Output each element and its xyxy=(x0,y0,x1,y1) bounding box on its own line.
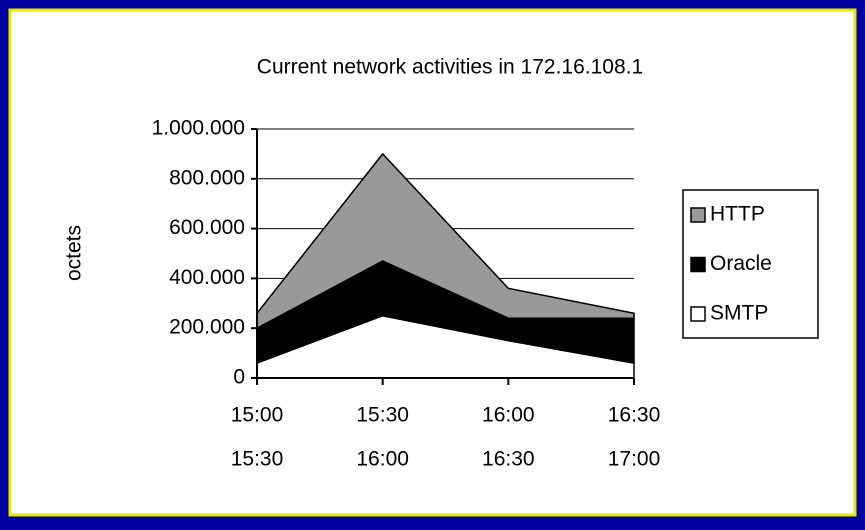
legend-swatch xyxy=(690,306,706,322)
y-tick-label: 1.000.000 xyxy=(152,117,245,140)
x-tick-label: 15:00 xyxy=(231,404,284,427)
chart-title: Current network activities in 172.16.108… xyxy=(257,56,643,79)
legend-swatch xyxy=(690,256,706,273)
area xyxy=(256,152,635,330)
x-tick-label: 15:30 xyxy=(356,404,409,427)
y-axis-label: octets xyxy=(63,225,86,281)
legend-label: HTTP xyxy=(710,203,765,226)
x-tick-label: 17:00 xyxy=(608,448,661,471)
y-tick-label: 800.000 xyxy=(169,166,245,189)
x-tick-label: 16:30 xyxy=(608,404,661,427)
legend-swatch xyxy=(690,207,706,223)
x-tick-label: 15:30 xyxy=(231,448,284,471)
y-tick-label: 200.000 xyxy=(169,316,245,339)
y-tick-label: 400.000 xyxy=(169,266,245,289)
x-tick-label: 16:00 xyxy=(482,404,535,427)
x-tick-label: 16:30 xyxy=(482,448,535,471)
legend-label: Oracle xyxy=(710,252,772,275)
x-tick-label: 16:00 xyxy=(356,448,409,471)
legend-label: SMTP xyxy=(710,302,768,325)
y-tick-label: 0 xyxy=(233,366,245,389)
y-tick-label: 600.000 xyxy=(169,216,245,239)
